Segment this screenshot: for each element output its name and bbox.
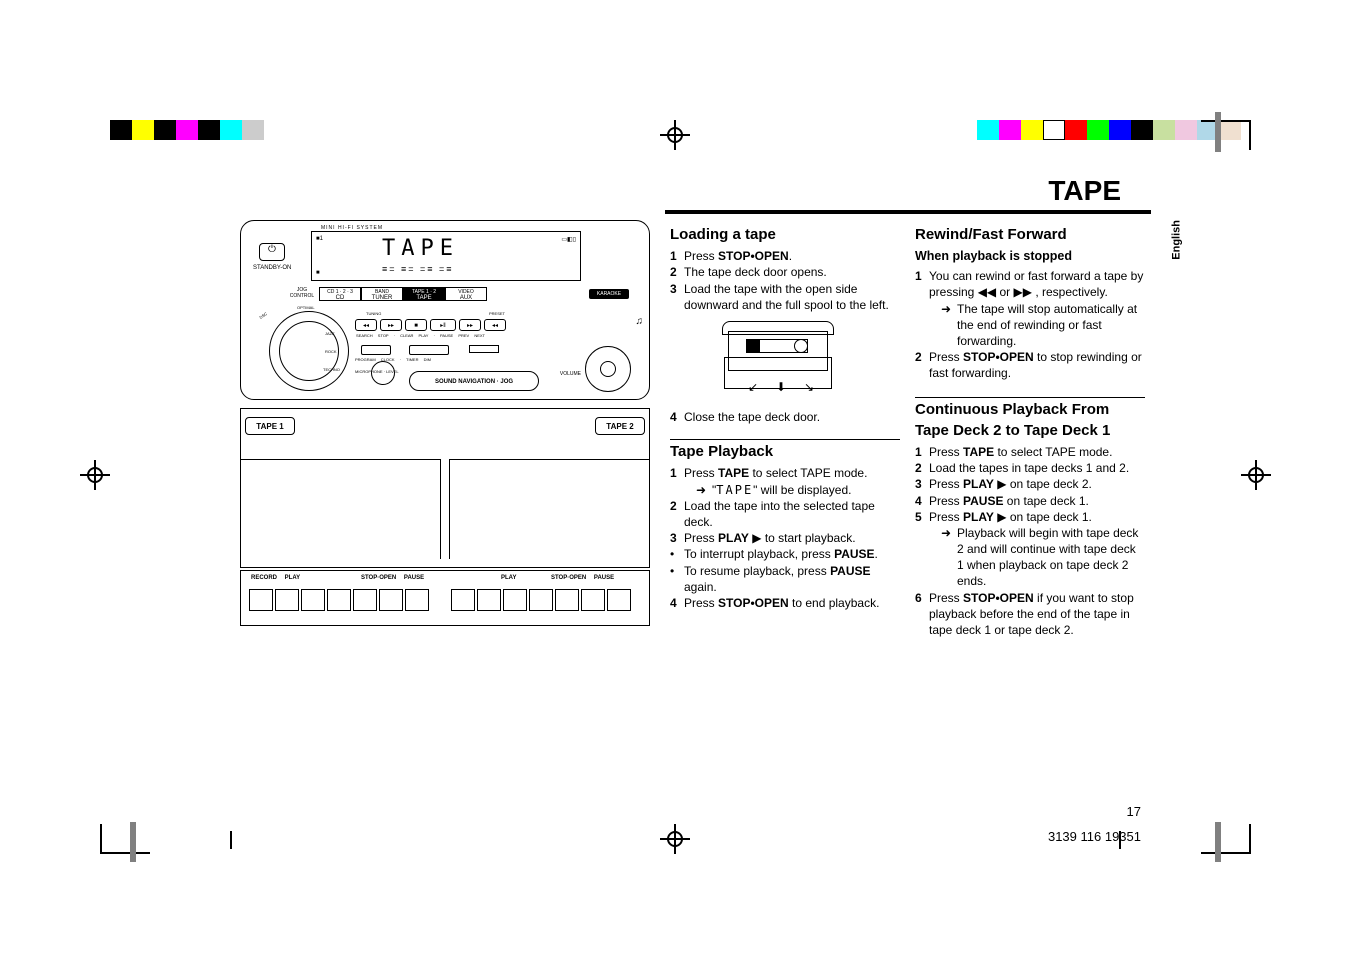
tape1-label: TAPE 1 [245, 417, 295, 435]
column-2: Rewind/Fast Forward When playback is sto… [915, 225, 1145, 638]
display-indicator: ▭◧▯ [561, 236, 576, 243]
part-number: 3139 116 19351 [1048, 829, 1141, 844]
crop-mark-icon [1215, 112, 1221, 152]
page-number: 17 [1127, 804, 1141, 819]
bullet-text: To resume playback, press PAUSE again. [684, 563, 900, 595]
step-text: Press STOP•OPEN. [684, 248, 900, 264]
step-text: Press PLAY ▶ to start playback. [684, 530, 900, 546]
step-text: Press STOP•OPEN if you want to stop play… [929, 590, 1145, 639]
crop-tick-icon [230, 831, 232, 849]
arrow-icon: ➜ [696, 482, 712, 498]
volume-dial-icon [600, 361, 616, 377]
bullet-text: To interrupt playback, press PAUSE. [684, 546, 878, 562]
mic-knob-icon [371, 361, 395, 385]
registration-crosshair-icon [660, 824, 690, 854]
substep-text: The tape will stop automatically at the … [957, 301, 1145, 350]
source-row: CD 1 · 2 · 3CD BANDTUNER TAPE 1 · 2TAPE … [319, 287, 487, 301]
headphone-icon: ♫ [636, 316, 644, 327]
stereo-diagram: MINI HI-FI SYSTEM ⏻ STANDBY-ON ■1 ■ ▭◧▯ … [240, 220, 650, 630]
arrow-icon: ➜ [941, 525, 957, 590]
cassette-diagram: ↙⬇↘ [718, 321, 838, 401]
arrow-icon: ➜ [941, 301, 957, 350]
power-button-icon: ⏻ [259, 243, 285, 261]
display-indicator: ■ [316, 270, 320, 276]
standby-label: STANDBY-ON [253, 265, 291, 271]
registration-bar-top-left [110, 120, 264, 140]
substep-text: "TAPE" will be displayed. [712, 482, 851, 498]
crop-mark-icon [130, 822, 136, 862]
step-text: Press TAPE to select TAPE mode. [684, 465, 900, 481]
step-text: You can rewind or fast forward a tape by… [929, 268, 1145, 300]
registration-crosshair-icon [80, 460, 110, 490]
volume-label: VOLUME [560, 371, 581, 377]
sound-nav-label: SOUND NAVIGATION · JOG [409, 371, 539, 391]
step-text: Load the tape with the open side downwar… [684, 281, 900, 313]
continuous-heading: Continuous Playback From Tape Deck 2 to … [915, 397, 1145, 441]
registration-crosshair-icon [660, 120, 690, 150]
section-title: TAPE [1048, 175, 1121, 207]
step-text: Press TAPE to select TAPE mode. [929, 444, 1145, 460]
step-text: Load the tape into the selected tape dec… [684, 498, 900, 530]
step-text: Close the tape deck door. [684, 409, 900, 425]
loading-heading: Loading a tape [670, 225, 900, 245]
step-text: Press STOP•OPEN to stop rewinding or fas… [929, 349, 1145, 381]
step-text: Load the tapes in tape decks 1 and 2. [929, 460, 1145, 476]
substep-text: Playback will begin with tape deck 2 and… [957, 525, 1145, 590]
header-rule [665, 210, 1151, 214]
step-text: Press PAUSE on tape deck 1. [929, 493, 1145, 509]
deck-footer: RECORD PLAY STOP·OPEN PAUSE PLAY STOP·OP… [240, 570, 650, 626]
tape2-label: TAPE 2 [595, 417, 645, 435]
rewind-subheading: When playback is stopped [915, 248, 1145, 265]
display-text: TAPE [382, 236, 459, 261]
registration-crosshair-icon [1241, 460, 1271, 490]
display-panel: ■1 ■ ▭◧▯ TAPE ≡= ≡= =≡ =≡ [311, 231, 581, 281]
display-bars: ≡= ≡= =≡ =≡ [382, 264, 454, 274]
playback-heading: Tape Playback [670, 439, 900, 462]
language-tab: English [1171, 220, 1183, 260]
transport-row: ◂◂ ▸▸ ■ ▸‖ ▸▸ ◂◂ [355, 319, 506, 331]
display-indicator: ■1 [316, 236, 323, 242]
step-text: Press STOP•OPEN to end playback. [684, 595, 900, 611]
karaoke-label: KARAOKE [589, 289, 629, 299]
tape-decks: TAPE 1 TAPE 2 [240, 408, 650, 568]
rewind-heading: Rewind/Fast Forward [915, 225, 1145, 245]
step-text: The tape deck door opens. [684, 264, 900, 280]
column-1: Loading a tape 1Press STOP•OPEN. 2The ta… [670, 225, 900, 611]
crop-mark-icon [1215, 822, 1221, 862]
step-text: Press PLAY ▶ on tape deck 2. [929, 476, 1145, 492]
jog-label: JOG CONTROL [289, 287, 315, 299]
step-text: Press PLAY ▶ on tape deck 1. [929, 509, 1145, 525]
